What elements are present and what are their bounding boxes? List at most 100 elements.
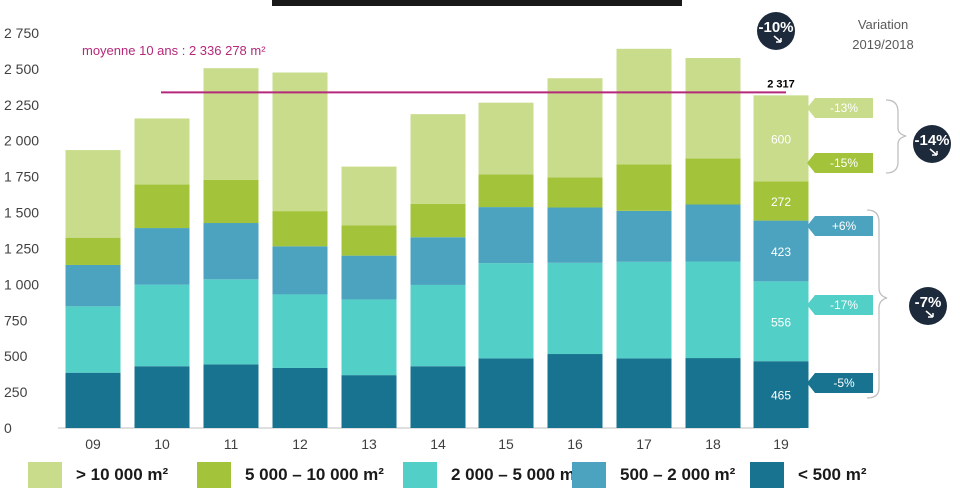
bar-segment-2000-5000 bbox=[341, 299, 397, 376]
y-tick-label: 750 bbox=[4, 312, 28, 328]
legend-swatch-5000-10000 bbox=[197, 462, 231, 488]
bar-segment-5000-10000 bbox=[134, 184, 190, 229]
bar-segment-2000-5000 bbox=[685, 261, 741, 359]
bar-segment-lt-500 bbox=[65, 372, 121, 428]
bar-segment-2000-5000 bbox=[65, 306, 121, 373]
x-tick-label: 18 bbox=[705, 436, 721, 452]
bar-segment-lt-500 bbox=[203, 364, 259, 428]
legend-item-5000-10000: 5 000 – 10 000 m² bbox=[197, 452, 384, 498]
bar-segment-5000-10000 bbox=[410, 203, 466, 238]
bar-segment-500-2000 bbox=[65, 264, 121, 307]
legend-item-2000-5000: 2 000 – 5 000 m² bbox=[403, 452, 580, 498]
variation-badge-label: -10% bbox=[758, 19, 793, 36]
arrow-down-right-icon bbox=[773, 35, 782, 43]
legend-swatch-lt-500 bbox=[750, 462, 784, 488]
variation-tag-label: +6% bbox=[832, 219, 857, 233]
bar-segment-5000-10000 bbox=[616, 164, 672, 211]
variation-tag-label: -13% bbox=[830, 101, 858, 115]
bar-segment-500-2000 bbox=[547, 207, 603, 263]
bar-segment-gt-10000 bbox=[410, 114, 466, 204]
x-tick-label: 19 bbox=[773, 436, 789, 452]
title-bar-decoration bbox=[272, 0, 682, 6]
bar-segment-500-2000 bbox=[478, 207, 534, 264]
brace-bracket bbox=[866, 209, 888, 399]
x-tick-label: 09 bbox=[85, 436, 101, 452]
bar-segment-500-2000 bbox=[753, 220, 809, 282]
variation-total-badge: -10% bbox=[757, 12, 795, 50]
x-tick-label: 10 bbox=[154, 436, 170, 452]
segment-value-label-2019: 272 bbox=[771, 195, 791, 209]
variation-tag-label: -17% bbox=[830, 298, 858, 312]
variation-badge-label: -14% bbox=[914, 132, 949, 149]
arrow-down-right-icon bbox=[925, 310, 934, 318]
bar-segment-gt-10000 bbox=[478, 102, 534, 175]
x-tick-label: 11 bbox=[224, 436, 239, 452]
legend-item-lt-500: < 500 m² bbox=[750, 452, 867, 498]
y-tick-label: 2 000 bbox=[4, 133, 39, 149]
legend-label-lt-500: < 500 m² bbox=[798, 465, 867, 484]
variation-badge-circle bbox=[913, 125, 951, 163]
legend-label-500-2000: 500 – 2 000 m² bbox=[620, 465, 736, 484]
x-tick-label: 17 bbox=[636, 436, 652, 452]
y-tick-label: 1 250 bbox=[4, 240, 39, 256]
bar-segment-lt-500 bbox=[410, 366, 466, 428]
bar-segment-500-2000 bbox=[341, 255, 397, 300]
bar-segment-500-2000 bbox=[203, 223, 259, 280]
bar-segment-2000-5000 bbox=[616, 261, 672, 359]
bar-segment-lt-500 bbox=[134, 366, 190, 428]
brace-bracket bbox=[885, 99, 907, 174]
bar-segment-2000-5000 bbox=[478, 263, 534, 359]
variation-tag: -15% bbox=[807, 153, 873, 173]
variation-tag-shape bbox=[807, 295, 873, 315]
total-label-2019: 2 317 bbox=[767, 78, 795, 90]
variation-tag-shape bbox=[807, 98, 873, 118]
bar-segment-5000-10000 bbox=[65, 237, 121, 265]
x-tick-label: 12 bbox=[292, 436, 308, 452]
bar-segment-gt-10000 bbox=[272, 72, 328, 212]
variation-badge-label: -7% bbox=[915, 294, 942, 311]
bar-segment-lt-500 bbox=[547, 354, 603, 428]
bar-segment-500-2000 bbox=[410, 237, 466, 285]
variation-tag-label: -5% bbox=[833, 376, 855, 390]
bar-segment-2000-5000 bbox=[547, 262, 603, 355]
y-tick-label: 1 750 bbox=[4, 169, 39, 185]
bar-segment-5000-10000 bbox=[341, 225, 397, 256]
x-tick-label: 13 bbox=[361, 436, 377, 452]
bar-segment-2000-5000 bbox=[272, 294, 328, 368]
segment-value-label-2019: 600 bbox=[771, 132, 791, 146]
y-tick-label: 1 000 bbox=[4, 276, 39, 292]
variation-tag-label: -15% bbox=[830, 156, 858, 170]
variation-tag: -5% bbox=[807, 373, 873, 393]
bar-segment-gt-10000 bbox=[753, 95, 809, 182]
bar-segment-2000-5000 bbox=[134, 284, 190, 367]
arrow-down-right-icon bbox=[929, 148, 938, 156]
variation-tag-shape bbox=[807, 373, 873, 393]
bar-segment-5000-10000 bbox=[272, 211, 328, 247]
y-tick-label: 0 bbox=[4, 420, 12, 436]
bar-segment-lt-500 bbox=[685, 358, 741, 428]
y-tick-label: 2 750 bbox=[4, 25, 39, 41]
segment-value-label-2019: 423 bbox=[771, 245, 791, 259]
legend-label-gt-10000: > 10 000 m² bbox=[76, 465, 169, 484]
variation-badge-circle bbox=[757, 12, 795, 50]
variation-tag: +6% bbox=[807, 216, 873, 236]
segment-value-label-2019: 465 bbox=[771, 389, 791, 403]
legend-swatch-2000-5000 bbox=[403, 462, 437, 488]
x-tick-label: 14 bbox=[430, 436, 446, 452]
legend-label-2000-5000: 2 000 – 5 000 m² bbox=[451, 465, 581, 484]
bar-segment-gt-10000 bbox=[203, 68, 259, 180]
y-tick-label: 250 bbox=[4, 384, 28, 400]
bar-segment-lt-500 bbox=[341, 375, 397, 428]
bar-segment-500-2000 bbox=[685, 204, 741, 262]
bar-segment-lt-500 bbox=[616, 358, 672, 428]
legend-swatch-500-2000 bbox=[572, 462, 606, 488]
x-tick-label: 16 bbox=[567, 436, 583, 452]
bar-segment-5000-10000 bbox=[203, 179, 259, 224]
bar-segment-lt-500 bbox=[478, 358, 534, 428]
bar-segment-gt-10000 bbox=[134, 118, 190, 185]
legend-swatch-gt-10000 bbox=[28, 462, 62, 488]
bar-segment-gt-10000 bbox=[65, 150, 121, 238]
variation-tag: -13% bbox=[807, 98, 873, 118]
bar-segment-gt-10000 bbox=[685, 57, 741, 159]
bar-segment-5000-10000 bbox=[685, 158, 741, 205]
